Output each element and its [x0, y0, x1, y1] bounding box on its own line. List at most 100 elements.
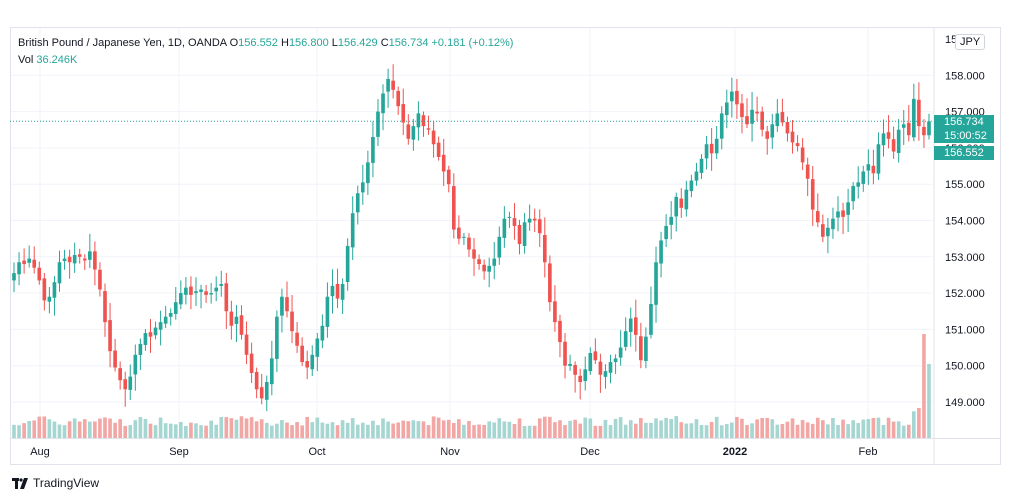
candle-body — [755, 111, 759, 114]
candle-body — [669, 216, 674, 225]
candle-body — [866, 164, 871, 171]
volume-bar — [219, 416, 224, 438]
volume-bar — [17, 425, 21, 438]
volume-bar — [719, 425, 724, 438]
volume-bar — [517, 418, 522, 438]
candle-body — [300, 345, 304, 363]
volume-bar — [583, 417, 588, 438]
volume-bar — [790, 418, 795, 438]
candle-body — [861, 171, 866, 184]
volume-bar — [578, 423, 583, 438]
candle-body — [204, 291, 208, 295]
candle-body — [922, 126, 926, 136]
volume-bar — [335, 425, 340, 438]
volume-bar — [184, 425, 188, 438]
volume-bar — [760, 418, 764, 438]
volume-bar — [512, 423, 517, 438]
volume-bar — [674, 416, 679, 438]
candle-body — [472, 249, 476, 259]
volume-bar — [12, 424, 16, 438]
candle-body — [77, 254, 82, 257]
candle-body — [396, 90, 401, 107]
candle-body — [158, 322, 163, 330]
candle-body — [740, 103, 744, 118]
volume-bar — [866, 419, 871, 438]
volume-bar — [542, 416, 547, 438]
price-tick-label: 158.000 — [945, 70, 985, 82]
candle-body — [280, 296, 284, 316]
volume-bar — [57, 424, 62, 438]
volume-bar — [462, 424, 466, 438]
volume-bar — [340, 420, 345, 438]
candle-body — [360, 182, 365, 193]
volume-bar — [795, 424, 800, 438]
candle-body — [376, 111, 380, 137]
volume-bar — [573, 419, 577, 438]
candle-body — [901, 124, 906, 128]
volume-bar — [482, 424, 486, 438]
candle-body — [578, 375, 583, 383]
candle-body — [502, 218, 507, 238]
candle-body — [841, 210, 845, 217]
volume-bar — [153, 425, 158, 438]
time-tick-label: Aug — [30, 446, 50, 458]
tradingview-branding[interactable]: TradingView — [12, 476, 99, 490]
candle-body — [37, 267, 42, 281]
volume-bar — [492, 422, 497, 438]
candle-body — [896, 129, 901, 153]
currency-button[interactable]: JPY — [955, 34, 986, 50]
price-axis[interactable]: 149.000 150.000 151.000 152.000 153.000 154.0… — [945, 34, 985, 409]
volume-bar — [224, 417, 229, 438]
candle-body — [553, 301, 557, 323]
volume-bar — [345, 422, 350, 438]
candle-body — [264, 382, 269, 400]
candle-body — [517, 224, 522, 245]
volume-bar — [401, 420, 406, 438]
candle-body — [275, 316, 279, 359]
high-value: 156.800 — [288, 37, 329, 49]
volume-bar — [441, 420, 446, 438]
candle-body — [168, 313, 173, 317]
candle-body — [163, 316, 168, 324]
volume-bar — [406, 421, 411, 438]
volume-bar — [502, 421, 507, 438]
volume-bar — [618, 417, 623, 438]
candle-body — [785, 121, 790, 134]
open-label: O — [229, 37, 239, 49]
volume-bar — [199, 425, 203, 438]
volume-bar — [300, 425, 304, 438]
candle-body — [436, 142, 441, 157]
candle-body — [153, 327, 158, 336]
last-price-tag: 156.734 — [934, 115, 994, 129]
volume-bar — [537, 418, 542, 438]
volume-bar — [846, 424, 850, 438]
candle-body — [522, 222, 527, 246]
candle-body — [47, 296, 52, 302]
candle-body — [249, 353, 254, 373]
volume-bar — [376, 425, 380, 438]
candle-body — [851, 186, 855, 202]
candle-body — [821, 224, 825, 237]
candle-body — [760, 111, 764, 130]
price-tick-label: 154.000 — [945, 216, 985, 228]
volume-bar — [917, 408, 921, 438]
candle-body — [108, 320, 112, 352]
candle-body — [239, 315, 244, 335]
candle-body — [325, 296, 330, 327]
candle-body — [532, 218, 537, 221]
candle-body — [775, 113, 780, 127]
time-axis[interactable]: Aug Sep Oct Nov Dec 2022 Feb — [30, 446, 877, 458]
volume-bar — [123, 425, 128, 438]
close-value: 156.734 — [388, 37, 429, 49]
chart-frame[interactable] — [10, 27, 1001, 465]
time-tick-label: Oct — [308, 446, 325, 458]
candle-body — [462, 236, 466, 238]
candle-body — [113, 350, 117, 368]
candle-body — [335, 283, 340, 299]
price-tick-label: 153.000 — [945, 252, 985, 264]
volume-bar — [254, 421, 259, 438]
candle-body — [917, 99, 921, 127]
volume-bar — [42, 416, 47, 438]
volume-bar — [446, 419, 451, 438]
